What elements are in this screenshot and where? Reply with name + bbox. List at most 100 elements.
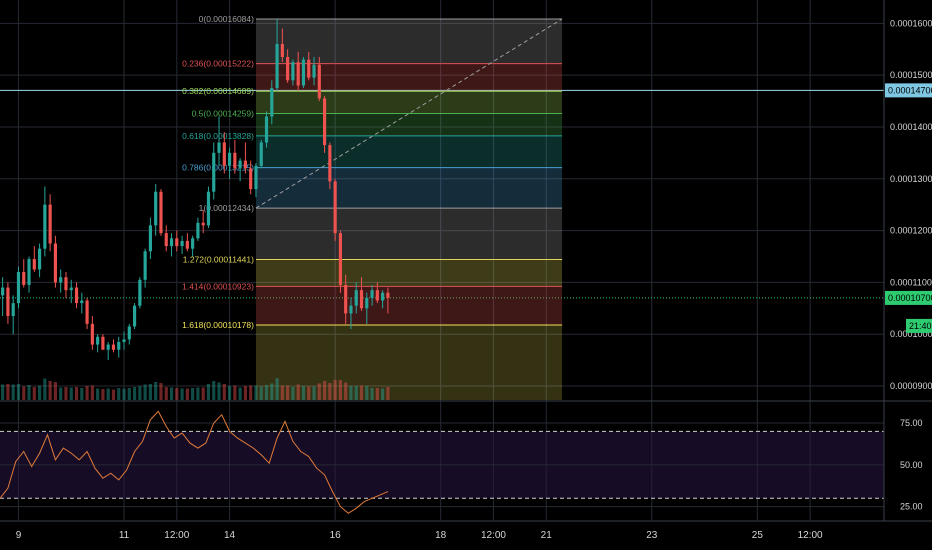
candle-body: [85, 300, 89, 324]
time-tick-label: 23: [646, 530, 658, 541]
volume-bar: [238, 387, 242, 400]
time-tick-label: 25: [752, 530, 764, 541]
volume-bar: [101, 389, 105, 400]
candle: [386, 287, 390, 400]
candle: [159, 189, 163, 400]
candle-body: [275, 44, 279, 89]
candle-body: [233, 152, 237, 169]
candle: [132, 303, 137, 400]
candle: [370, 284, 374, 400]
fib-level-label: 1.414(0.00010923): [182, 281, 254, 291]
candle-body: [201, 222, 205, 226]
candle: [111, 339, 116, 400]
candle-body: [32, 259, 36, 270]
candle: [106, 341, 110, 400]
candle-body: [222, 142, 226, 166]
price-tag-box: [885, 83, 932, 98]
candle: [27, 256, 31, 400]
volume-bar: [217, 382, 221, 400]
candle-body: [196, 222, 200, 239]
candle-body: [117, 341, 121, 350]
candle-body: [16, 272, 21, 304]
time-tick-label: 14: [224, 530, 236, 541]
volume-bar: [180, 388, 184, 400]
candle-body: [286, 56, 290, 81]
candle-body: [386, 292, 390, 298]
candle: [296, 51, 300, 400]
candle: [164, 225, 168, 400]
candle: [201, 209, 205, 400]
volume-bar: [32, 387, 36, 400]
volume-bar: [249, 385, 253, 400]
candle: [243, 142, 247, 400]
volume-bar: [227, 386, 232, 400]
candle-body: [264, 116, 269, 143]
fib-zone: [255, 259, 563, 287]
volume-bar: [212, 381, 216, 400]
candle: [264, 111, 269, 400]
candle: [217, 116, 221, 400]
volume-bar: [169, 387, 174, 400]
volume-bar: [64, 387, 68, 400]
volume-bar: [96, 388, 100, 400]
rsi-background: [0, 422, 884, 508]
candle: [275, 19, 279, 400]
candle: [85, 297, 89, 400]
volume-bar: [22, 386, 26, 400]
candle-body: [249, 168, 253, 190]
fib-level-label: 1(0.00012434): [199, 203, 254, 213]
candle-body: [317, 64, 321, 99]
candle-body: [74, 287, 79, 304]
rsi-tick-label: 25.00: [900, 502, 923, 512]
candle: [43, 186, 47, 400]
candle: [6, 282, 10, 400]
volume-bar: [254, 385, 258, 400]
candle: [291, 59, 295, 400]
candle-body: [1, 287, 5, 296]
rsi-series-line: [0, 410, 389, 514]
fibonacci-retracement[interactable]: 0(0.00016084) 0.236(0.00015222) 0.382(0.00…: [182, 14, 563, 400]
volume-bar: [175, 388, 179, 400]
fib-zone: [255, 286, 563, 325]
candle: [148, 217, 152, 400]
candle-body: [354, 290, 358, 306]
candle-body: [238, 160, 242, 169]
candle-body: [344, 284, 348, 314]
candle-body: [375, 290, 379, 301]
candle-body: [359, 290, 364, 309]
candle-body: [22, 272, 26, 285]
candle: [138, 277, 142, 400]
fib-zone: [255, 167, 563, 209]
candle: [80, 292, 84, 400]
candle: [312, 56, 316, 400]
time-tick-label: 9: [16, 530, 22, 541]
candle-body: [333, 181, 337, 234]
volume-bar: [85, 386, 89, 400]
candle: [101, 334, 105, 400]
candle-body: [53, 243, 57, 283]
candle: [365, 292, 369, 400]
volume-bar: [259, 386, 263, 400]
candle-body: [259, 142, 263, 166]
candle-body: [227, 152, 232, 166]
candle: [11, 295, 15, 400]
rsi-line: [0, 410, 389, 514]
volume-bar: [359, 385, 364, 400]
volume-bar: [122, 388, 126, 400]
volume-bar: [53, 382, 57, 400]
volume-bar: [48, 381, 52, 400]
candle-body: [43, 204, 47, 249]
candle-body: [111, 344, 116, 350]
candle: [154, 183, 158, 400]
candle-body: [322, 98, 327, 146]
volume-bar: [6, 384, 10, 400]
candle: [381, 290, 385, 400]
volume-bar: [349, 386, 353, 400]
volume-bar: [344, 382, 348, 400]
candle: [22, 259, 26, 400]
candle: [359, 277, 364, 400]
volume-bar: [365, 386, 369, 400]
candle: [175, 230, 179, 400]
